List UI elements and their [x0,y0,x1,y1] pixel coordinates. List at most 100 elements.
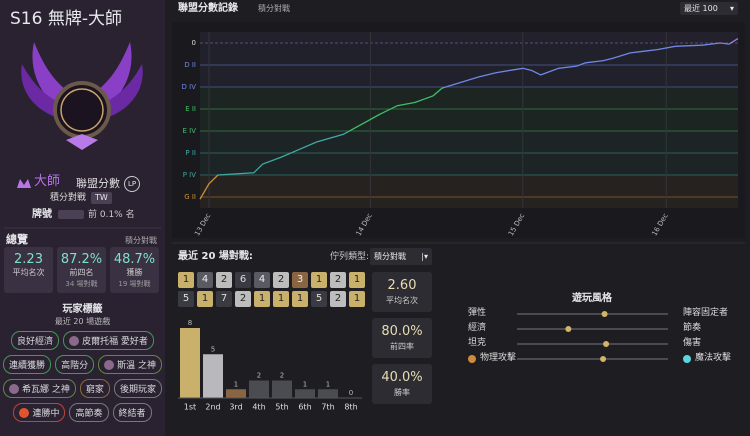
placement: 4 [197,272,213,288]
bar [203,354,223,398]
tag-label: 高階分 [61,361,89,371]
stat-sub: 19 場對戰 [118,280,151,288]
tag-label: 窮家 [85,385,104,395]
slider-right-label: 節奏 [683,323,702,333]
stat-value: 87.2% [60,252,103,267]
bar [226,389,246,398]
bar-value-label: 1 [234,380,238,388]
stat-box: 40.0% 勝率 [372,364,432,404]
tag-label: 良好經濟 [17,337,54,347]
y-tick-label: E II [185,105,196,113]
tag[interactable]: 希瓦娜 之神 [3,379,76,398]
lp-subtitle: 積分對戰 [258,4,290,13]
placement: 1 [292,291,308,307]
tier-band [200,65,738,87]
stat-box: 2.23 平均名次 [4,247,53,293]
bar [272,380,292,398]
chart-background [172,22,745,238]
rank-emblem [21,42,143,150]
queue-value: 積分對戰 [374,252,406,261]
placement: 6 [235,272,251,288]
bar-value-label: 8 [188,319,192,327]
ladder-rank: 前 0.1% 名 [88,210,135,220]
slider-dot [601,311,608,317]
stat-value: 40.0% [381,370,423,385]
tag[interactable]: 良好經濟 [11,331,60,350]
bar-value-label: 2 [257,372,261,380]
stat-label: 勝率 [394,388,410,397]
stat-value: 80.0% [381,324,423,339]
bar-value-label: 5 [211,345,215,353]
queue-dropdown[interactable]: 積分對戰 |▾ [370,248,432,265]
tag[interactable]: 皮爾托福 愛好者 [63,331,154,350]
slider-left-label: 物理攻擊 [480,353,517,363]
stat-box: 48.7% 獲勝 19 場對戰 [110,247,159,293]
tag[interactable]: 斯溫 之神 [98,355,162,374]
placement: 1 [311,272,327,288]
stat-label: 平均名次 [386,296,418,305]
bar-value-label: 1 [326,380,330,388]
tag-icon [9,383,20,394]
x-tick-label: 8th [344,403,357,412]
profile-title: S16 無牌-大師 [10,9,122,29]
physical-icon [468,355,476,363]
rank-name: 大師 [34,174,61,189]
tag[interactable]: 高節奏 [69,403,109,422]
x-tick-label: 1st [184,403,196,412]
tag[interactable]: 高階分 [55,355,95,374]
x-tick-label: 7th [321,403,334,412]
stat-box: 87.2% 前四名 34 場對戰 [57,247,106,293]
placement: 2 [216,272,232,288]
bar [180,328,200,398]
bar [249,380,269,398]
overview-title: 總覽 [6,233,28,246]
slider-left-label: 彈性 [468,308,487,318]
range-dropdown[interactable]: 最近 100 ▾ [680,2,738,15]
queue-label: 積分對戰 [50,193,87,203]
y-tick-label: G II [184,193,196,201]
placement: 4 [254,272,270,288]
tag-label: 終結者 [118,409,146,419]
placement: 5 [178,291,194,307]
placement: 7 [216,291,232,307]
bar-value-label: 0 [349,389,353,397]
tier-band [200,197,738,208]
bar-value-label: 2 [280,372,284,380]
slider-right-label: 傷害 [683,338,702,348]
stat-sub: 34 場對戰 [65,280,98,288]
bar [295,389,315,398]
x-tick-label: 3rd [229,403,242,412]
placement: 1 [349,291,365,307]
tier-band [200,153,738,175]
slider-dot [600,356,607,362]
tag[interactable]: 後期玩家 [113,379,162,398]
slider-left-label: 經濟 [468,323,487,333]
overview-queue: 積分對戰 [125,236,157,245]
tag-label: 皮爾托福 愛好者 [82,337,148,347]
tag[interactable]: 終結者 [112,403,152,422]
placement: 1 [197,291,213,307]
tag-icon [69,335,80,346]
tier-band [200,131,738,153]
lp-line [199,38,739,200]
slider-right-label: 陣容固定者 [683,308,729,318]
lp-badge: LP [124,176,140,192]
tag[interactable]: 窮家 [79,379,110,398]
placement: 1 [178,272,194,288]
tag[interactable]: 連勝中 [13,403,66,422]
y-tick-label: D II [184,61,196,69]
stat-label: 獲勝 [126,268,143,277]
lp-title: 聯盟分數記錄 [178,3,238,14]
y-tick-label: P II [185,149,196,157]
tags-title: 玩家標籤 [62,304,103,315]
tag-icon [19,407,30,418]
rank-icon [17,179,31,188]
tag[interactable]: 連續獲勝 [3,355,52,374]
recent-title: 最近 20 場對戰: [178,251,253,262]
stat-box: 80.0% 前四率 [372,318,432,358]
blurred-text [58,210,84,219]
tier-band [200,43,738,65]
lp-label: 聯盟分數 [76,177,120,190]
